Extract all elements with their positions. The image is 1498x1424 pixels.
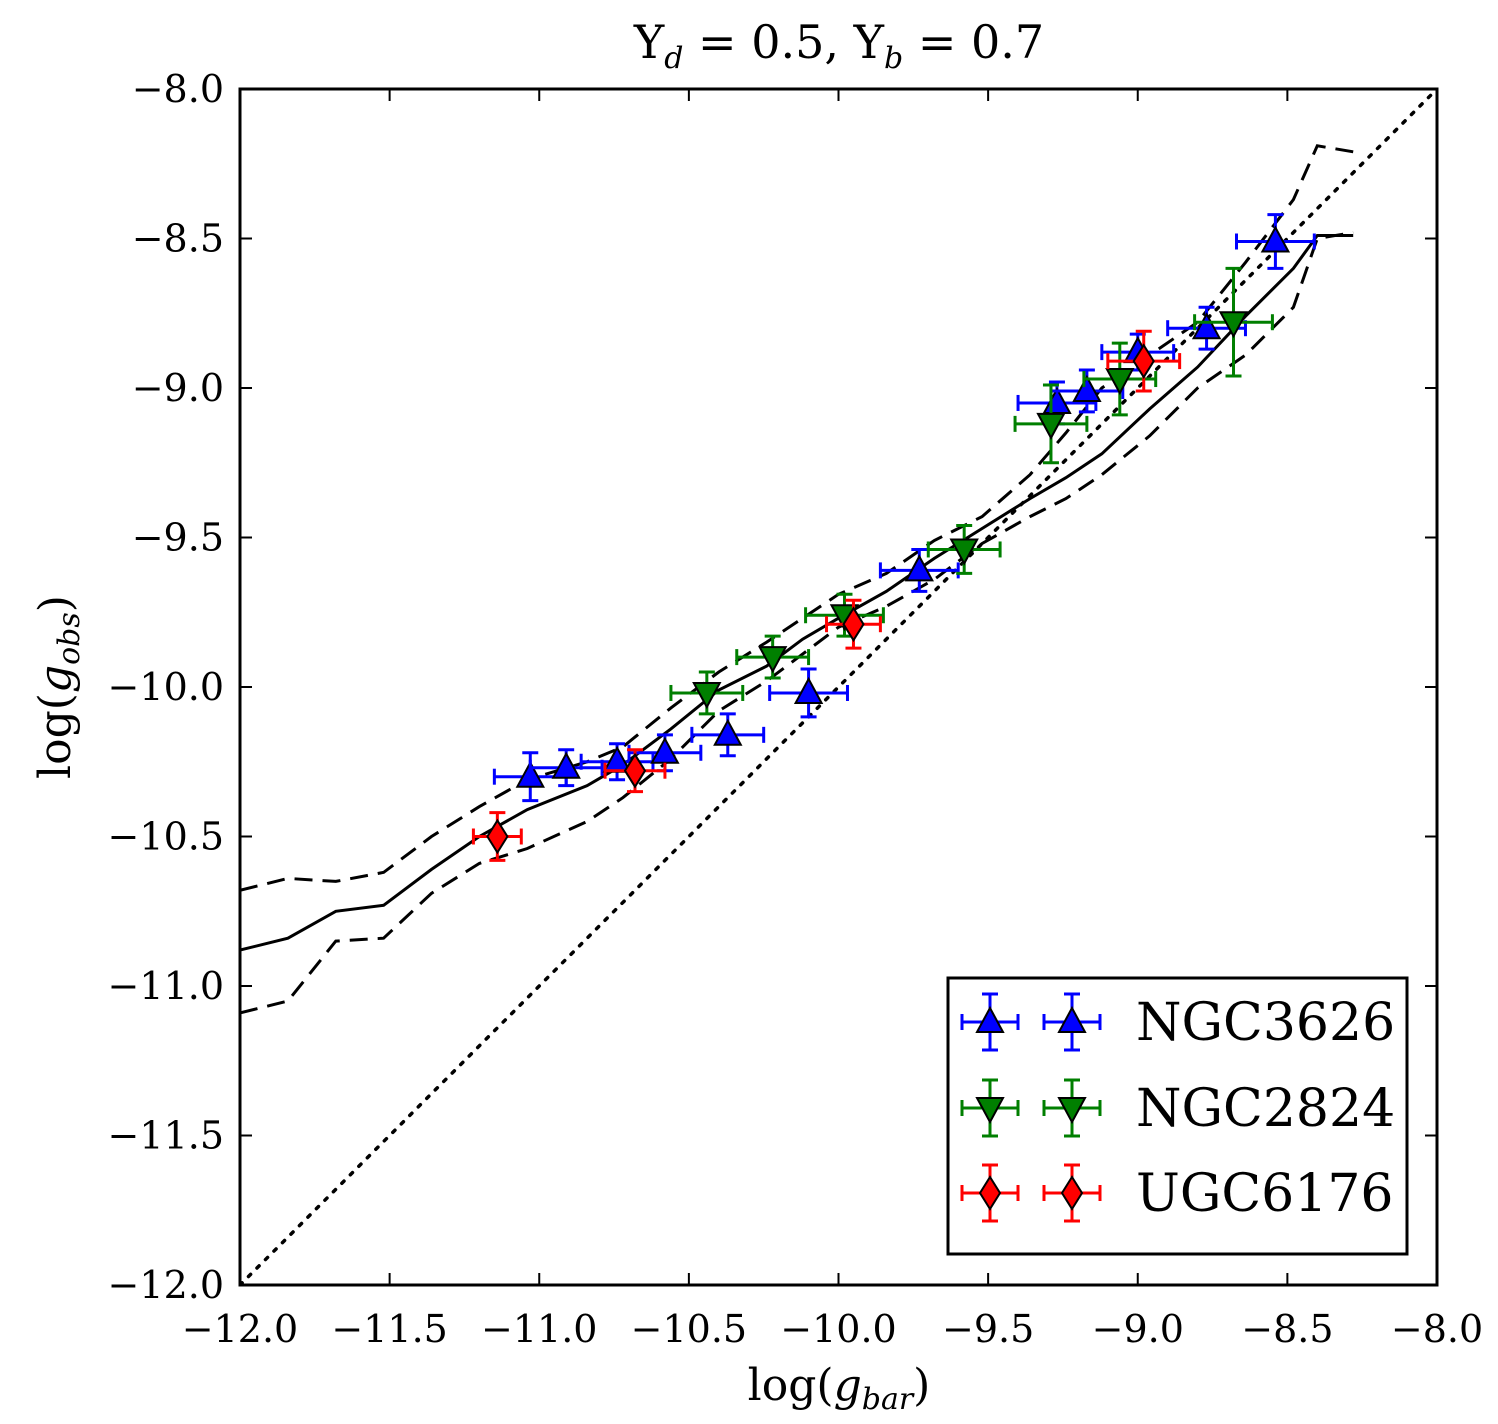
y-tick-label: −11.5 bbox=[108, 1114, 224, 1158]
series-ugc6176 bbox=[471, 329, 1182, 862]
x-axis-label-symbol: g bbox=[834, 1360, 862, 1411]
x-axis-label-prefix: log( bbox=[748, 1360, 834, 1411]
dashed-model-line bbox=[240, 144, 1354, 892]
y-axis-label-subscript: obs bbox=[52, 612, 87, 665]
title-upsilon-d: Υ bbox=[633, 15, 665, 69]
x-tick-label: −9.5 bbox=[942, 1307, 1034, 1351]
legend-box bbox=[946, 976, 1409, 1256]
title-subscript-b: b bbox=[884, 41, 903, 76]
data-point-ugc6176 bbox=[623, 752, 647, 789]
legend-entry-ngc2824: NGC2824 bbox=[960, 1078, 1395, 1139]
data-points bbox=[471, 213, 1316, 862]
data-point-ugc6176 bbox=[1132, 343, 1155, 379]
x-tick-label: −11.0 bbox=[481, 1307, 597, 1351]
data-point-ngc3626 bbox=[650, 736, 680, 764]
y-tick-label: −9.0 bbox=[132, 366, 224, 410]
data-point-ngc3626 bbox=[551, 751, 581, 779]
y-tick-label: −8.5 bbox=[132, 217, 224, 261]
y-tick-label: −12.0 bbox=[108, 1263, 224, 1307]
y-tick-label: −10.5 bbox=[108, 815, 224, 859]
series-ngc3626 bbox=[492, 213, 1316, 803]
x-tick-label: −8.5 bbox=[1241, 1307, 1333, 1351]
legend-label: NGC3626 bbox=[1136, 993, 1395, 1053]
y-axis-label-prefix: log( bbox=[30, 693, 81, 779]
data-point-ngc2824 bbox=[1036, 412, 1066, 440]
legend-marker-ugc6176 bbox=[1060, 1175, 1084, 1211]
legend-entry-ngc3626: NGC3626 bbox=[960, 992, 1395, 1053]
y-tick-label: −8.0 bbox=[132, 67, 224, 111]
axis-ticks: −12.0 −11.5 −11.0 −10.5 −10.0 −9.5 −9.0 −8.5 −8.… bbox=[108, 67, 1484, 1351]
data-point-ngc2824 bbox=[1218, 311, 1249, 339]
legend-label: UGC6176 bbox=[1136, 1164, 1394, 1224]
data-point-ngc3626 bbox=[1042, 386, 1072, 414]
title-value-d: = 0.5, bbox=[683, 15, 853, 69]
data-point-ngc3626 bbox=[1260, 225, 1291, 253]
y-axis-label-symbol: g bbox=[30, 665, 81, 693]
legend: NGC3626 NGC2824 UGC6176 bbox=[946, 976, 1409, 1256]
chart-title: Υd = 0.5, Υb = 0.7 bbox=[633, 15, 1044, 76]
x-axis-label: log(gbar) bbox=[748, 1360, 931, 1417]
x-tick-label: −9.0 bbox=[1092, 1307, 1184, 1351]
data-point-ugc6176 bbox=[486, 818, 509, 855]
x-tick-label: −11.5 bbox=[331, 1307, 447, 1351]
legend-entry-ugc6176: UGC6176 bbox=[960, 1163, 1394, 1224]
data-point-ngc3626 bbox=[904, 554, 934, 582]
y-tick-label: −9.5 bbox=[132, 516, 224, 560]
data-point-ngc2824 bbox=[692, 682, 722, 710]
series-ngc2824 bbox=[669, 266, 1274, 716]
data-point-ugc6176 bbox=[842, 606, 865, 643]
title-value-b: = 0.7 bbox=[903, 15, 1044, 69]
x-tick-label: −10.5 bbox=[631, 1307, 747, 1351]
y-tick-label: −11.0 bbox=[108, 964, 224, 1008]
legend-marker-ngc3626 bbox=[1057, 1005, 1087, 1033]
y-tick-label: −10.0 bbox=[108, 665, 224, 709]
data-point-ngc2824 bbox=[949, 538, 979, 566]
data-point-ngc3626 bbox=[793, 676, 824, 704]
y-axis-label-suffix: ) bbox=[30, 595, 81, 612]
legend-marker-ngc2824 bbox=[1057, 1097, 1087, 1125]
x-tick-label: −8.0 bbox=[1391, 1307, 1483, 1351]
y-axis-label: log(gobs) bbox=[30, 595, 87, 779]
legend-marker-ngc3626 bbox=[975, 1005, 1005, 1033]
legend-marker-ngc2824 bbox=[975, 1097, 1005, 1125]
x-tick-label: −10.0 bbox=[780, 1307, 896, 1351]
data-point-ngc3626 bbox=[1191, 312, 1222, 340]
x-axis-label-suffix: ) bbox=[913, 1360, 930, 1411]
data-point-ngc3626 bbox=[713, 718, 743, 746]
x-tick-label: −12.0 bbox=[182, 1307, 298, 1351]
title-subscript-d: d bbox=[664, 41, 683, 76]
x-axis-label-subscript: bar bbox=[862, 1382, 915, 1417]
legend-marker-ugc6176 bbox=[978, 1175, 1002, 1211]
solid-model-line bbox=[240, 234, 1354, 952]
error-bars bbox=[603, 748, 667, 794]
legend-label: NGC2824 bbox=[1136, 1079, 1395, 1139]
data-point-ngc2824 bbox=[1105, 368, 1135, 396]
dashed-model-line bbox=[240, 231, 1354, 1015]
title-upsilon-b: Υ bbox=[853, 15, 885, 69]
data-point-ngc3626 bbox=[1072, 374, 1102, 402]
data-point-ngc2824 bbox=[758, 646, 788, 674]
